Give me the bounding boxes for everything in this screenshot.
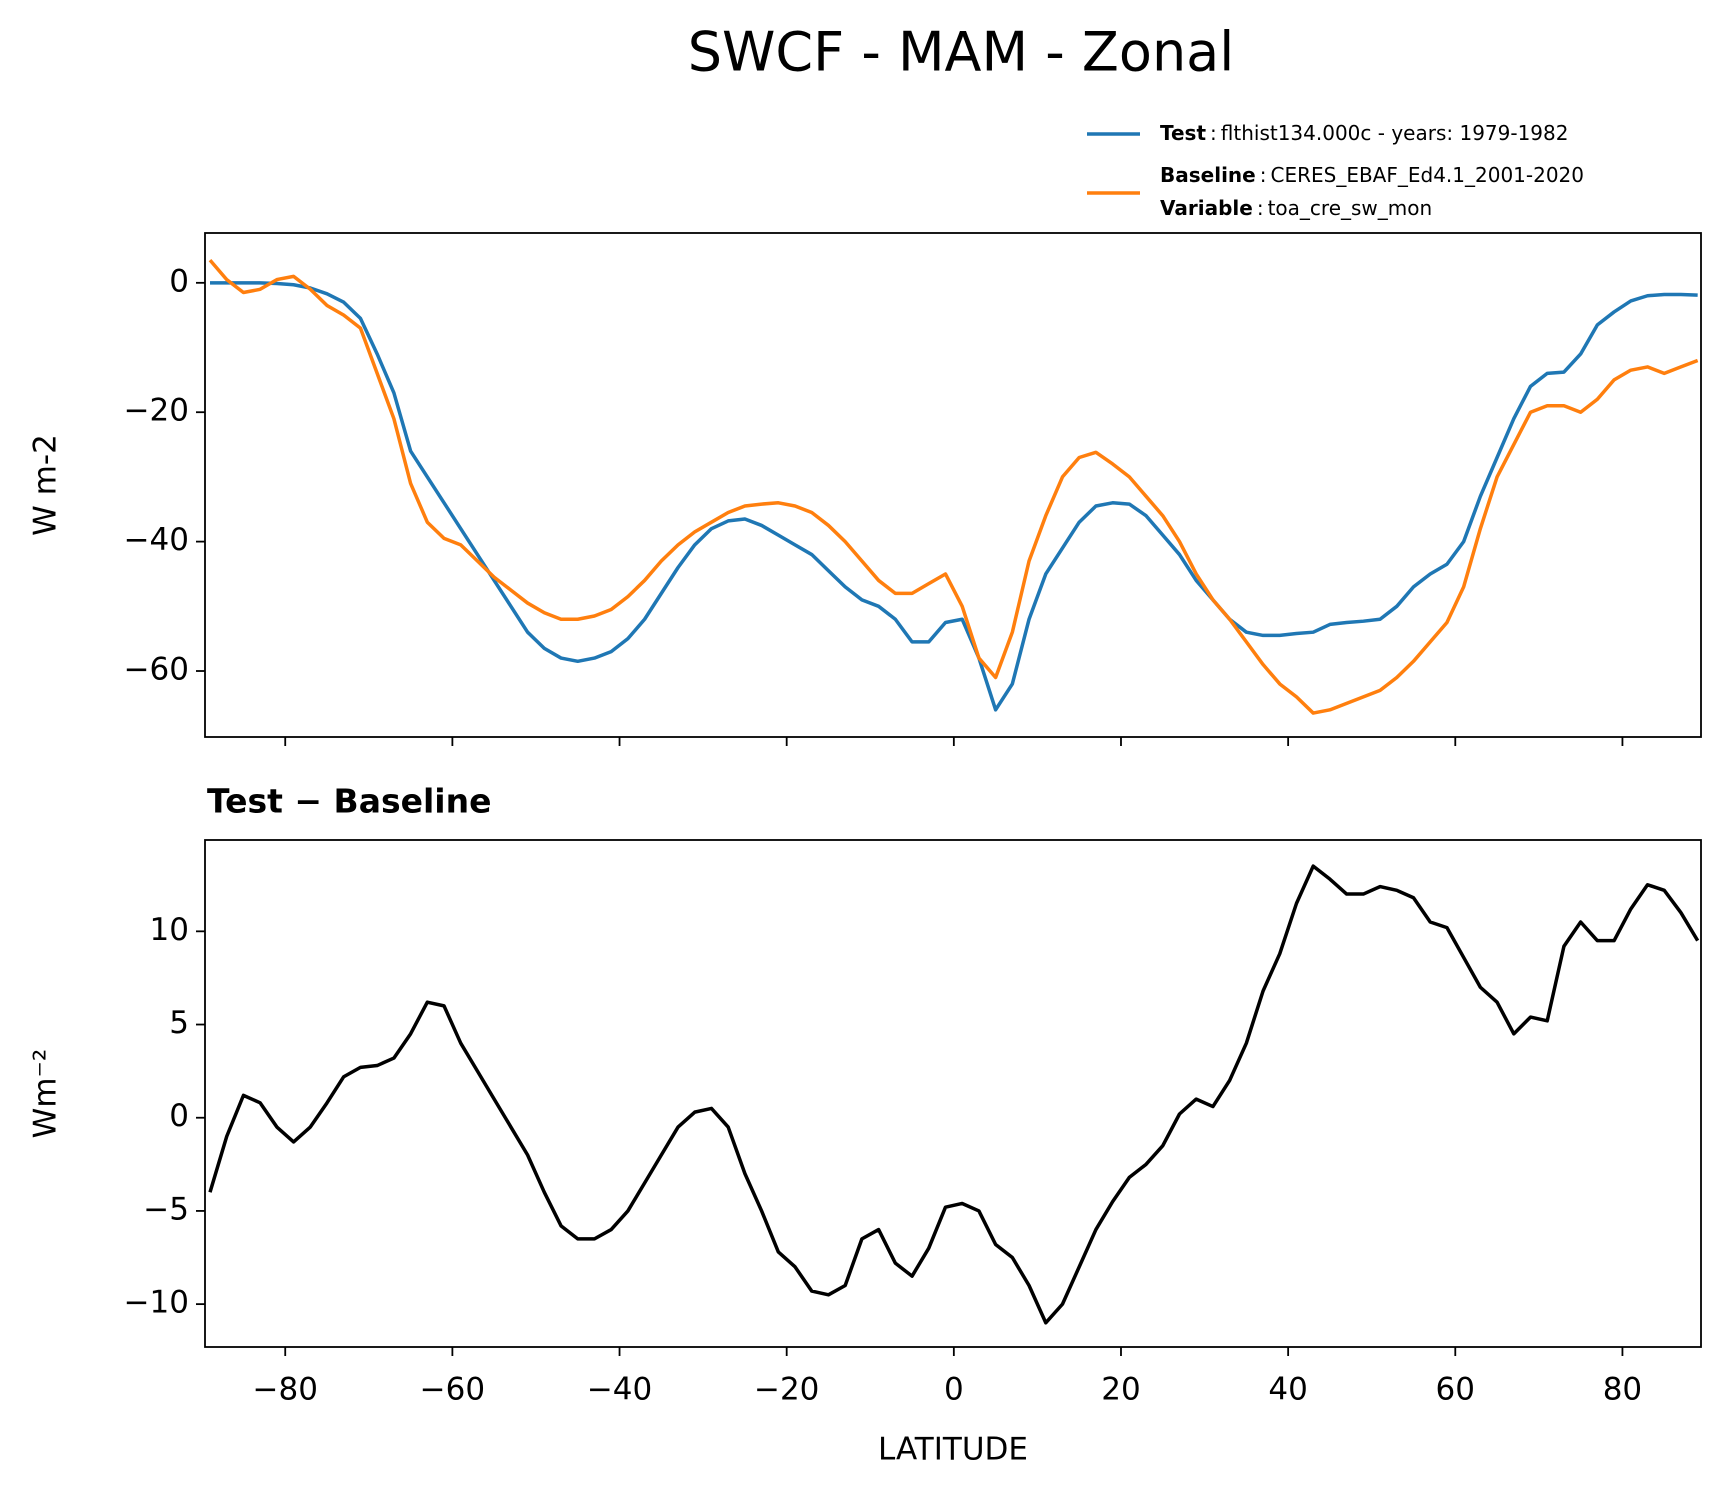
legend-text: Variable: toa_cre_sw_mon: [1160, 196, 1432, 220]
y-tick-label: 10: [150, 912, 189, 948]
x-tick-label: 40: [1268, 1372, 1307, 1408]
legend-part: :: [1260, 163, 1267, 187]
legend-part: :: [1257, 196, 1264, 220]
series-line: [208, 259, 1699, 715]
y-axis-label: W m-2: [28, 434, 64, 536]
x-axis-label: LATITUDE: [878, 1432, 1028, 1468]
y-tick-label: −20: [124, 393, 189, 429]
legend-part: Test: [1160, 121, 1206, 145]
x-tick-label: −60: [420, 1372, 485, 1408]
x-tick-label: 80: [1603, 1372, 1642, 1408]
x-tick-label: −40: [587, 1372, 652, 1408]
legend-text: Test: flthist134.000c - years: 1979-1982: [1160, 121, 1568, 145]
legend-part: :: [1210, 121, 1217, 145]
y-tick-label: −40: [124, 522, 189, 558]
y-axis-label: Wm⁻²: [28, 1049, 64, 1139]
y-tick-label: 5: [169, 1005, 189, 1041]
x-tick-label: 0: [944, 1372, 964, 1408]
legend-part: flthist134.000c - years: 1979-1982: [1221, 121, 1569, 145]
figure-title: SWCF - MAM - Zonal: [688, 21, 1235, 84]
legend-part: Baseline: [1160, 163, 1256, 187]
y-tick-label: −5: [143, 1191, 189, 1227]
legend-part: Variable: [1160, 196, 1253, 220]
y-tick-label: 0: [169, 1098, 189, 1134]
y-tick-label: −60: [124, 652, 189, 688]
legend-text: Baseline: CERES_EBAF_Ed4.1_2001-2020: [1160, 163, 1584, 187]
series-line: [208, 864, 1700, 1325]
x-tick-label: 60: [1436, 1372, 1475, 1408]
plot-frame: [204, 839, 1702, 1348]
series-line: [210, 281, 1698, 712]
plot-frame: [204, 232, 1702, 738]
x-tick-label: 20: [1101, 1372, 1140, 1408]
legend-part: CERES_EBAF_Ed4.1_2001-2020: [1270, 163, 1584, 187]
x-tick-label: −20: [754, 1372, 819, 1408]
y-tick-label: −10: [124, 1285, 189, 1321]
subplot-title: Test − Baseline: [207, 782, 492, 821]
x-tick-label: −80: [253, 1372, 318, 1408]
legend-part: toa_cre_sw_mon: [1268, 196, 1433, 220]
y-tick-label: 0: [169, 263, 189, 299]
